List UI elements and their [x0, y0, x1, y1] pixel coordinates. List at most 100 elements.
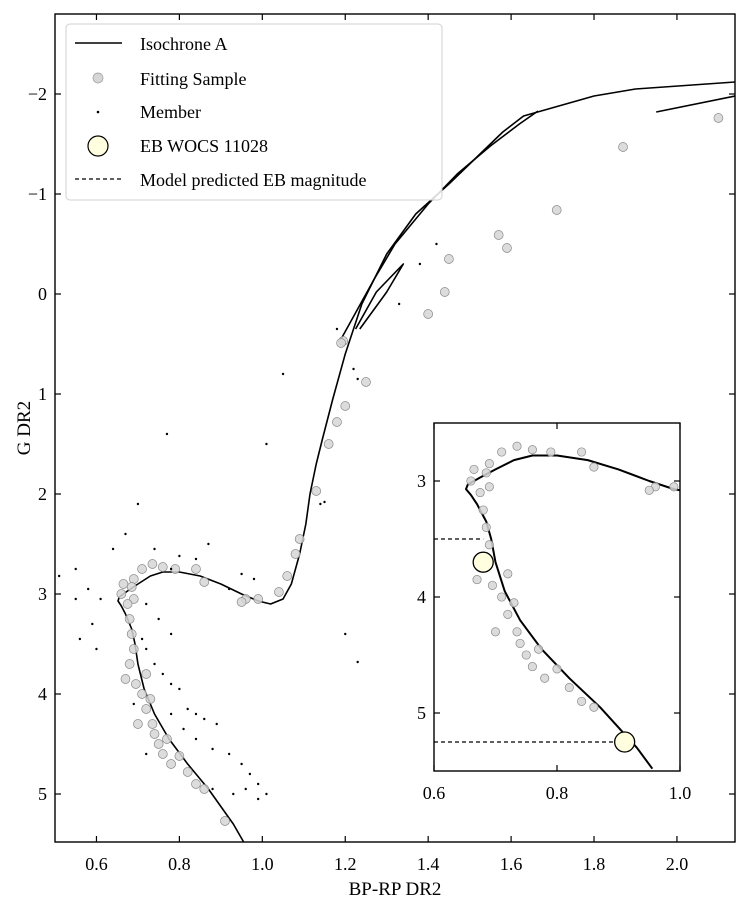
inset-fitting-sample-point — [527, 662, 537, 672]
main-axis-ticks: 0.6 0.8 1.0 1.2 1.4 1.6 1.8 2.0 −2 −1 0 1 2 3 4 5 — [28, 14, 735, 874]
main-fitting-sample-point — [145, 694, 156, 704]
main-x-tick-label: 2.0 — [666, 854, 689, 874]
main-member-point — [397, 302, 401, 306]
inset-fitting-sample-point — [512, 441, 522, 451]
main-isochrone-branch-0 — [117, 81, 735, 842]
legend-eb-marker — [87, 135, 109, 157]
main-member-point — [244, 787, 247, 791]
main-member-point — [169, 682, 173, 686]
main-fitting-sample-point — [137, 689, 147, 699]
inset-fitting-sample-point — [466, 476, 476, 486]
main-y-tick-label: 0 — [38, 284, 47, 304]
legend-gray-circle-marker — [92, 72, 104, 84]
main-member-point — [169, 712, 173, 716]
main-fitting-sample-point — [122, 599, 133, 609]
inset-eb-point — [472, 551, 494, 573]
main-member-point — [418, 262, 422, 266]
main-x-tick-label: 1.0 — [251, 854, 274, 874]
main-fitting-sample-point — [444, 254, 454, 264]
inset-eb-point — [614, 731, 636, 753]
main-fitting-sample-point — [311, 486, 322, 496]
main-member-point — [78, 637, 82, 641]
main-member-point — [153, 547, 156, 551]
legend-label-model-eb: Model predicted EB magnitude — [140, 170, 366, 190]
main-member-point — [74, 597, 77, 601]
main-fitting-sample-point — [126, 629, 137, 639]
main-fitting-sample-point — [220, 816, 230, 826]
inset-y-tick-label: 4 — [417, 587, 426, 607]
main-member-point — [111, 547, 115, 551]
main-plot-frame — [54, 13, 736, 843]
main-member-point — [169, 567, 173, 571]
inset-fitting-sample-point — [589, 702, 599, 712]
main-fitting-sample-point — [131, 679, 141, 689]
inset-y-tick-label: 3 — [417, 471, 426, 491]
main-fitting-sample-point — [120, 674, 131, 684]
main-fitting-sample-point — [290, 549, 301, 559]
legend-label-member: Member — [140, 102, 201, 122]
main-member-point — [161, 672, 165, 676]
main-member-point — [99, 597, 102, 601]
inset-fitting-sample-point — [484, 459, 494, 469]
main-fitting-sample-point — [294, 534, 305, 544]
main-member-point — [178, 687, 181, 691]
main-x-tick-label: 1.8 — [583, 854, 606, 874]
inset-fitting-sample-point — [481, 522, 491, 532]
main-fitting-sample-point — [282, 571, 293, 581]
main-member-point — [136, 502, 140, 506]
main-isochrone-branch-3 — [656, 95, 735, 113]
main-y-tick-label: 5 — [38, 784, 47, 804]
main-member-point — [194, 557, 198, 561]
inset-fitting-sample-point — [472, 575, 482, 585]
main-member-point — [232, 792, 235, 796]
inset-fitting-sample-point — [497, 592, 507, 602]
main-member-point — [145, 752, 148, 756]
main-member-point — [352, 367, 355, 371]
main-member-point — [211, 747, 214, 751]
main-fitting-sample-point — [157, 749, 168, 759]
main-fitting-sample-point — [137, 564, 147, 574]
main-fitting-sample-point — [191, 779, 201, 789]
main-member-point — [145, 647, 148, 651]
main-fitting-sample-point — [253, 594, 264, 604]
main-member-point — [91, 622, 94, 626]
main-x-tick-label: 1.4 — [417, 854, 440, 874]
main-fitting-sample-point — [199, 784, 210, 794]
main-fitting-sample-point — [493, 230, 504, 240]
main-member-point — [86, 587, 90, 591]
main-member-point — [74, 567, 77, 571]
inset-fitting-sample-point — [515, 638, 525, 648]
x-axis-title: BP-RP DR2 — [349, 879, 442, 900]
main-x-tick-label: 0.6 — [85, 854, 108, 874]
main-y-tick-label: 3 — [38, 584, 47, 604]
main-member-point — [132, 702, 135, 706]
legend-box — [65, 23, 443, 201]
main-member-point — [145, 602, 148, 606]
main-x-tick-label: 1.6 — [500, 854, 523, 874]
main-x-tick-label: 0.8 — [168, 854, 191, 874]
main-fitting-sample-point — [274, 587, 284, 597]
main-fitting-sample-point — [133, 719, 143, 729]
main-member-point — [186, 707, 189, 711]
inset-x-tick-label: 0.8 — [546, 783, 569, 803]
inset-fitting-sample-point — [475, 488, 485, 498]
inset-fitting-sample-point — [577, 447, 587, 457]
inset-fitting-sample-point — [527, 445, 537, 455]
main-member-point — [169, 632, 173, 636]
main-member-point — [265, 792, 268, 796]
main-member-point — [435, 242, 438, 246]
main-member-point — [323, 500, 326, 504]
main-fitting-sample-point — [361, 377, 371, 387]
inset-fitting-sample-point — [503, 609, 513, 619]
main-fitting-sample-point — [236, 597, 247, 607]
main-fitting-sample-point — [118, 579, 129, 589]
legend-label-isochrone: Isochrone A — [140, 34, 227, 54]
main-member-point — [194, 737, 198, 741]
main-plot-area — [57, 81, 735, 842]
main-member-point — [256, 782, 260, 786]
main-fitting-sample-point — [323, 439, 334, 449]
main-fitting-sample-point — [128, 574, 139, 584]
inset-background — [434, 423, 680, 771]
y-axis-title: G DR2 — [14, 401, 35, 455]
